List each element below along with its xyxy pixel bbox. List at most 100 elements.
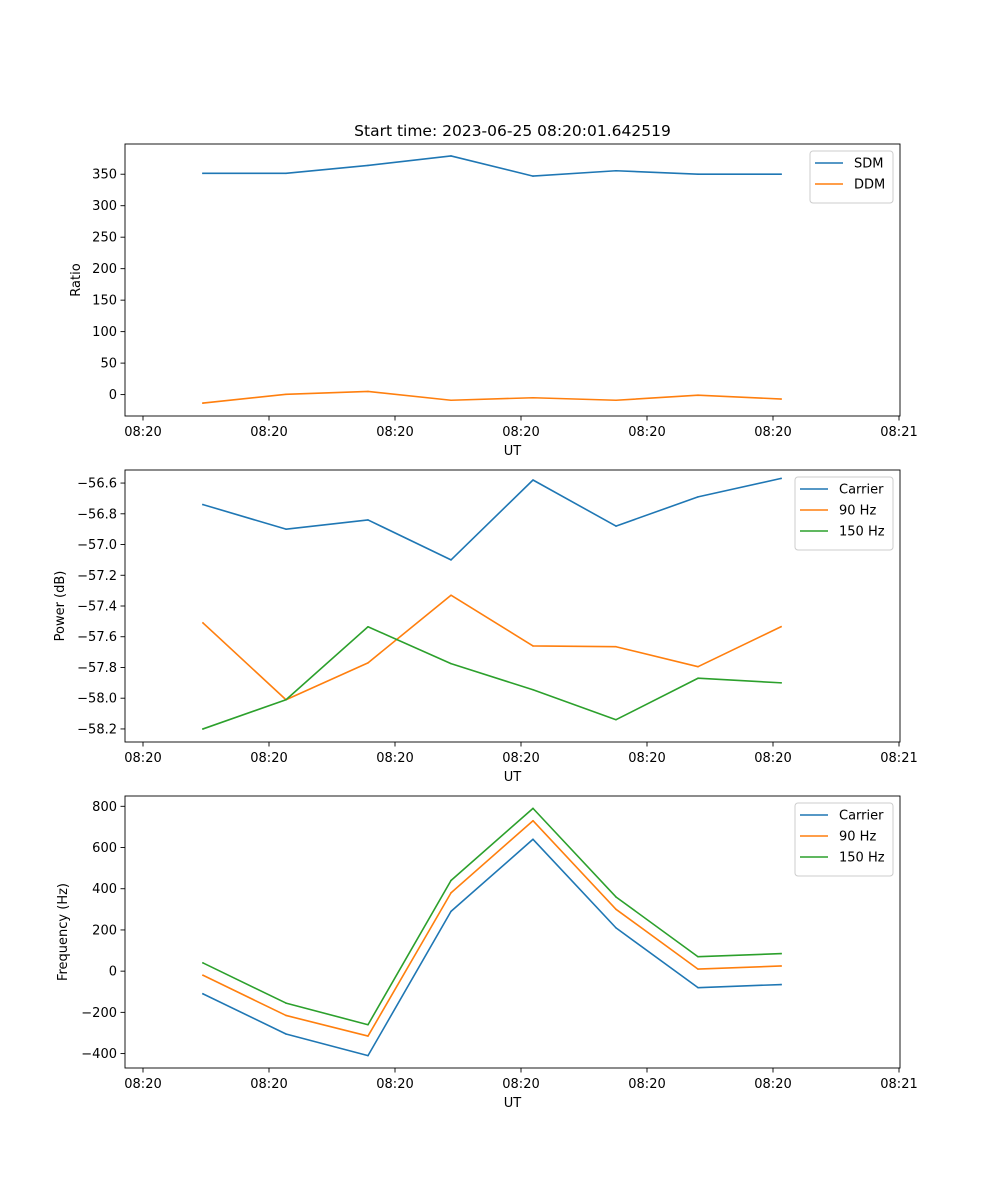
data-point-carrier	[450, 559, 452, 561]
data-point-carrier	[202, 993, 204, 995]
data-point-90-hz	[202, 974, 204, 977]
data-point-90-hz	[697, 665, 699, 668]
data-point-carrier	[285, 528, 287, 530]
x-tick-label: 08:20	[376, 751, 413, 766]
data-point-carrier	[367, 1054, 369, 1057]
x-tick-label: 08:20	[250, 425, 287, 440]
legend-entry: Carrier	[839, 809, 884, 824]
data-point-150-hz	[450, 662, 452, 665]
x-tick-label: 08:20	[754, 1077, 791, 1092]
y-tick-label: 300	[92, 199, 117, 214]
y-tick-label: −400	[81, 1047, 117, 1062]
data-point-carrier	[532, 479, 534, 481]
series-line-90-hz	[201, 594, 783, 701]
data-point-carrier	[285, 1033, 287, 1035]
data-point-90-hz	[202, 622, 204, 624]
data-point-sdm	[285, 172, 287, 175]
axes-frame	[124, 795, 901, 1069]
y-tick-label: −56.6	[77, 477, 117, 492]
x-tick-label: 08:20	[124, 751, 161, 766]
x-axis-label: UT	[504, 770, 522, 785]
legend: SDM DDM	[809, 150, 894, 204]
data-point-carrier	[697, 496, 699, 498]
x-tick-label: 08:20	[628, 425, 665, 440]
y-tick-label: 250	[92, 231, 117, 246]
data-point-ddm	[285, 393, 287, 396]
series-line-carrier	[202, 477, 782, 561]
legend-entry: Carrier	[839, 483, 884, 498]
data-point-sdm	[367, 164, 369, 167]
data-point-90-hz	[532, 819, 534, 822]
y-tick-label: −57.6	[77, 630, 117, 645]
x-axis-label: UT	[504, 444, 522, 459]
y-tick-label: −57.4	[77, 600, 117, 615]
y-tick-label: −57.8	[77, 661, 117, 676]
data-point-carrier	[202, 503, 204, 506]
data-point-ddm	[697, 394, 699, 397]
data-point-ddm	[367, 390, 369, 393]
data-point-sdm	[615, 169, 617, 172]
x-tick-label: 08:20	[628, 751, 665, 766]
y-tick-label: 0	[109, 388, 117, 403]
series-line-150-hz	[201, 807, 782, 1026]
data-point-90-hz	[615, 645, 617, 648]
data-point-150-hz	[285, 698, 287, 701]
y-axis-label: Ratio	[69, 263, 84, 296]
legend: Carrier 90 Hz 150 Hz	[794, 476, 894, 551]
x-tick-label: 08:21	[880, 425, 917, 440]
data-point-carrier	[697, 986, 699, 989]
legend-entry: SDM	[854, 157, 883, 172]
data-point-sdm	[532, 175, 534, 177]
data-point-carrier	[780, 983, 782, 986]
y-axis-label: Frequency (Hz)	[56, 883, 71, 981]
y-tick-label: −58.0	[77, 692, 117, 707]
data-point-carrier	[615, 927, 617, 929]
data-point-150-hz	[367, 1023, 369, 1026]
data-point-150-hz	[615, 718, 617, 721]
data-point-90-hz	[367, 662, 369, 664]
data-point-carrier	[367, 519, 369, 521]
data-point-90-hz	[450, 594, 452, 597]
x-tick-label: 08:20	[628, 1077, 665, 1092]
y-tick-label: 150	[92, 294, 117, 309]
legend: Carrier 90 Hz 150 Hz	[794, 802, 894, 877]
y-tick-label: 600	[92, 841, 117, 856]
y-tick-label: 400	[92, 882, 117, 897]
x-tick-label: 08:20	[250, 1077, 287, 1092]
x-axis-label: UT	[504, 1096, 522, 1111]
data-point-ddm	[450, 399, 452, 402]
panel-3: 08:20 08:20 08:20 08:20 08:20 08:20 08:21 −400 −…	[56, 795, 918, 1111]
y-tick-label: 200	[92, 262, 117, 277]
series-line-carrier	[201, 838, 782, 1057]
data-point-ddm	[202, 402, 204, 404]
legend-entry: 150 Hz	[839, 525, 885, 540]
series-line-sdm	[202, 155, 782, 177]
data-point-150-hz	[532, 807, 534, 810]
x-tick-label: 08:20	[502, 751, 539, 766]
y-tick-label: 0	[109, 965, 117, 980]
y-tick-label: −57.0	[77, 538, 117, 553]
data-point-150-hz	[697, 955, 699, 958]
x-tick-label: 08:20	[502, 425, 539, 440]
data-point-150-hz	[202, 728, 204, 730]
x-tick-label: 08:20	[754, 425, 791, 440]
data-point-150-hz	[450, 879, 452, 882]
x-tick-label: 08:20	[250, 751, 287, 766]
data-point-sdm	[697, 173, 699, 176]
data-point-90-hz	[615, 908, 617, 911]
series-line-ddm	[202, 390, 782, 404]
data-point-carrier	[532, 838, 534, 841]
data-point-ddm	[615, 399, 617, 402]
data-point-150-hz	[285, 1002, 287, 1004]
legend-entry: 150 Hz	[839, 851, 885, 866]
data-point-90-hz	[532, 645, 534, 647]
data-point-sdm	[450, 155, 452, 157]
y-tick-label: 100	[92, 325, 117, 340]
data-point-sdm	[202, 172, 204, 175]
data-point-carrier	[615, 525, 617, 527]
panel-2: 08:20 08:20 08:20 08:20 08:20 08:20 08:21 −58.2…	[53, 469, 918, 785]
data-point-carrier	[780, 477, 782, 480]
y-tick-label: 50	[100, 357, 117, 372]
data-point-90-hz	[780, 625, 782, 628]
